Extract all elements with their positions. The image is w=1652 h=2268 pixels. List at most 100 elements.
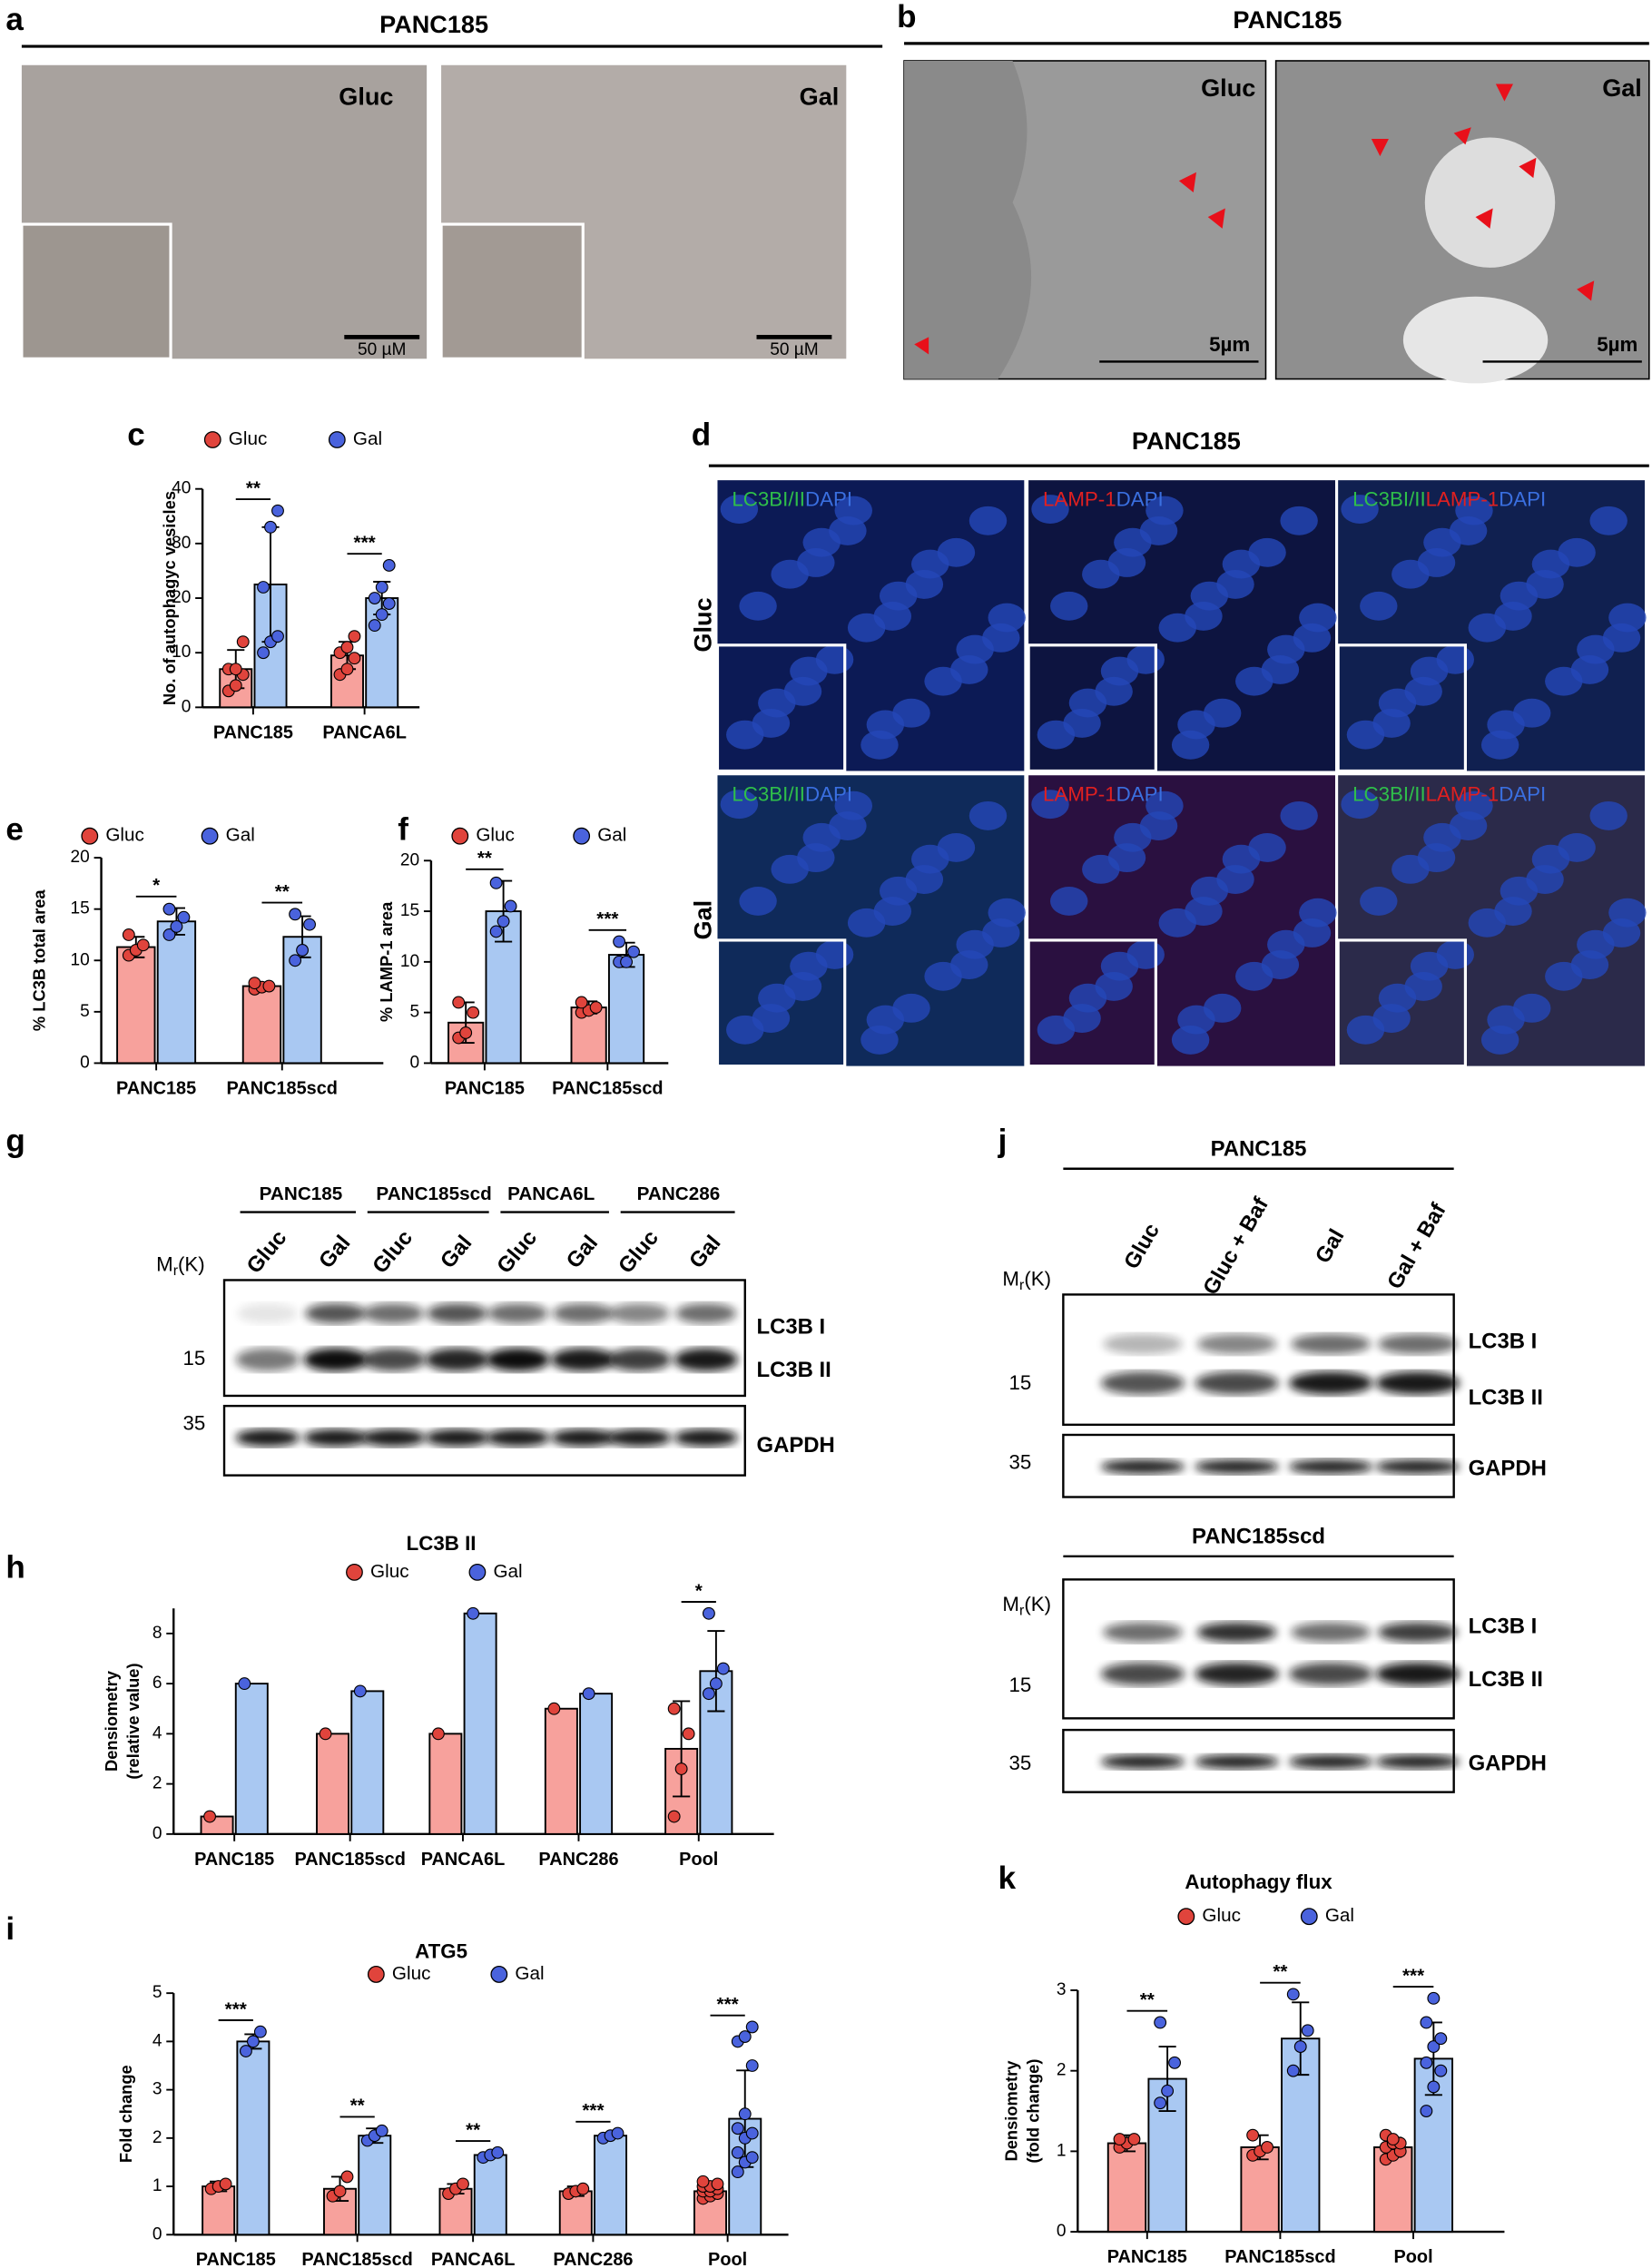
y-tick-label: 3 [1057, 1980, 1067, 1999]
x-tick-label: PANC185 [445, 1078, 525, 1098]
mw-marker: 15 [1008, 1371, 1031, 1394]
nucleus [1280, 506, 1318, 535]
nucleus [1577, 929, 1615, 959]
data-point [702, 1687, 715, 1701]
y-tick-label: 2 [152, 1774, 162, 1793]
nucleus [1299, 603, 1337, 633]
channel-label: LAMP-1DAPI [1043, 782, 1164, 805]
significance-label: ** [1140, 1989, 1155, 2010]
nucleus [1410, 951, 1449, 981]
data-point [731, 2122, 744, 2135]
y-tick-label: 4 [152, 1723, 162, 1743]
vacuole [1424, 137, 1556, 268]
data-point [489, 876, 503, 889]
data-point [711, 2177, 724, 2191]
band [1377, 1333, 1458, 1355]
nucleus [1031, 790, 1069, 820]
band [1375, 1662, 1460, 1686]
legend-swatch [201, 827, 219, 845]
data-point [348, 652, 361, 665]
channel-label: LC3BI/IIDAPI [732, 782, 852, 805]
x-tick-label: PANC286 [553, 2250, 633, 2268]
nucleus [1455, 790, 1493, 820]
data-point [340, 663, 354, 676]
band [1377, 1622, 1458, 1643]
blot-title: PANC185scd [1192, 1524, 1325, 1548]
data-point [491, 2145, 505, 2159]
nucleus [956, 929, 994, 959]
y-tick-label: 0 [152, 1824, 162, 1843]
data-point [1293, 2040, 1307, 2054]
inset [715, 938, 847, 1068]
nucleus [1545, 666, 1583, 696]
data-point [375, 2124, 388, 2137]
nucleus [1082, 854, 1120, 884]
legend-label: Gal [493, 1561, 522, 1582]
data-point [229, 663, 242, 676]
y-tick-label: 30 [172, 534, 191, 553]
data-point [229, 679, 242, 692]
scale-label: 5µm [1597, 333, 1637, 356]
data-point [348, 630, 361, 643]
band [363, 1302, 424, 1324]
nucleus [1455, 496, 1493, 525]
data-point [1154, 2096, 1167, 2110]
nucleus [1589, 506, 1627, 535]
mr-part: M [1002, 1267, 1019, 1290]
band [486, 1348, 550, 1371]
y-tick-label: 10 [400, 952, 419, 971]
nucleus [1082, 559, 1120, 589]
nucleus [1423, 527, 1461, 557]
nucleus [1299, 898, 1337, 928]
data-point [1161, 2084, 1175, 2097]
data-point [162, 928, 176, 941]
data-point [296, 944, 310, 957]
x-tick-label: PANC185 [196, 2250, 276, 2268]
data-point [1154, 2016, 1167, 2029]
nucleus [911, 549, 949, 579]
data-point [667, 1702, 681, 1715]
legend-label: Gal [353, 428, 382, 449]
lane-label: Gal [684, 1231, 725, 1273]
channel-label: LC3BI/IIDAPI [732, 487, 852, 510]
group-label: PANC286 [637, 1183, 721, 1204]
x-tick-label: Pool [679, 1850, 718, 1870]
inset [439, 222, 585, 360]
group-label: PANCA6L [507, 1183, 595, 1204]
data-point [177, 910, 191, 924]
mw-marker: 35 [1008, 1451, 1031, 1474]
band [607, 1348, 672, 1371]
inset [715, 643, 847, 773]
blot-title: PANC185 [1211, 1136, 1307, 1161]
band [1195, 1754, 1279, 1770]
x-tick-label: PANC185 [194, 1850, 274, 1870]
mw-marker: 15 [1008, 1674, 1031, 1696]
data-point [709, 1677, 723, 1691]
data-point [459, 1026, 473, 1039]
image-label: Gal [800, 83, 840, 111]
y-tick-label: 0 [80, 1053, 90, 1072]
band [1375, 1754, 1460, 1770]
nucleus [1177, 710, 1215, 740]
bar [1106, 2142, 1147, 2234]
lane-label: Gal [314, 1231, 355, 1273]
nucleus [866, 710, 905, 740]
scale-label: 5µm [1209, 333, 1250, 356]
band [425, 1348, 489, 1371]
bar [1240, 2146, 1280, 2234]
nucleus [771, 854, 809, 884]
panel-letter: k [998, 1861, 1017, 1896]
bar [579, 1693, 614, 1835]
mr-label: Mr(K) [1002, 1593, 1051, 1619]
band [1103, 1333, 1183, 1355]
data-point [239, 2045, 252, 2057]
y-tick-label: 0 [182, 697, 192, 716]
nucleus [1158, 613, 1196, 643]
band [1100, 1459, 1185, 1475]
y-tick-label: 0 [410, 1053, 420, 1072]
data-point [738, 2030, 752, 2043]
channel-name: LC3BI/II [732, 487, 805, 510]
nucleus [1468, 908, 1507, 938]
legend-label: Gal [226, 825, 255, 846]
